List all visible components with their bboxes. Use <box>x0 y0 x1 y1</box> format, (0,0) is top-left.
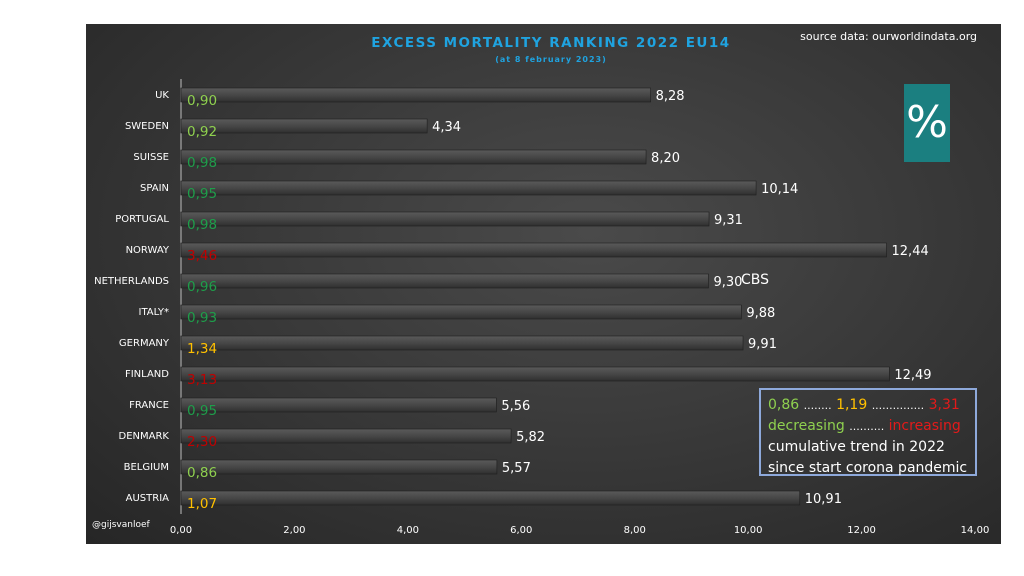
category-label: AUSTRIA <box>126 493 170 504</box>
x-tick-label: 6,00 <box>510 525 532 536</box>
category-label: FRANCE <box>129 400 169 411</box>
value-label: 9,88 <box>746 306 775 321</box>
trend-label: 0,96 <box>187 279 217 295</box>
bar <box>180 118 428 134</box>
trend-label: 2,30 <box>187 434 217 450</box>
bar <box>180 273 709 289</box>
legend-decreasing: decreasing <box>768 418 845 434</box>
value-label: 12,44 <box>892 244 929 259</box>
bar <box>180 366 890 382</box>
trend-label: 3,13 <box>187 372 217 388</box>
x-tick-label: 10,00 <box>734 525 763 536</box>
bar <box>180 180 757 196</box>
trend-legend: 0,86 ........ 1,19 ............... 3,31 … <box>759 388 977 476</box>
source-label: source data: ourworldindata.org <box>800 30 977 43</box>
x-tick-label: 0,00 <box>170 525 192 536</box>
trend-label: 0,98 <box>187 155 217 171</box>
x-tick-label: 8,00 <box>624 525 646 536</box>
chart-subtitle: (at 8 february 2023) <box>495 55 607 64</box>
x-tick-label: 12,00 <box>847 525 876 536</box>
legend-increasing: increasing <box>888 418 961 434</box>
value-label: 5,82 <box>516 430 545 445</box>
trend-label: 0,90 <box>187 93 217 109</box>
cbs-annotation: CBS <box>741 272 770 288</box>
x-tick-label: 14,00 <box>961 525 990 536</box>
bar <box>180 397 497 413</box>
bar <box>180 242 887 258</box>
bar <box>180 335 744 351</box>
chart-panel: UK 8,28 0,90 SWEDEN 4,34 0,92 SUISSE 8,20 0,98 SP… <box>86 24 1001 544</box>
value-label: 9,31 <box>714 213 743 228</box>
trend-label: 1,34 <box>187 341 217 357</box>
legend-high-value: 3,31 <box>928 397 960 413</box>
value-label: 10,91 <box>805 492 842 507</box>
value-label: 9,91 <box>748 337 777 352</box>
legend-dots: .......... <box>849 420 885 433</box>
bar <box>180 490 801 506</box>
legend-dots: ........ <box>803 399 832 412</box>
bar <box>180 459 498 475</box>
category-label: GERMANY <box>119 338 170 349</box>
category-label: PORTUGAL <box>115 214 169 225</box>
x-tick-label: 2,00 <box>283 525 305 536</box>
value-label: 4,34 <box>432 120 461 135</box>
category-label: DENMARK <box>119 431 170 442</box>
category-label: NORWAY <box>126 245 170 256</box>
trend-label: 0,93 <box>187 310 217 326</box>
trend-label: 0,92 <box>187 124 217 140</box>
value-label: 10,14 <box>761 182 798 197</box>
value-label: 8,20 <box>651 151 680 166</box>
value-label: 12,49 <box>894 368 931 383</box>
bar <box>180 87 651 103</box>
category-label: SWEDEN <box>125 121 169 132</box>
bar <box>180 428 512 444</box>
legend-dots: ............... <box>871 399 925 412</box>
bar <box>180 211 710 227</box>
category-label: SUISSE <box>133 152 169 163</box>
value-label: 9,30 <box>713 275 742 290</box>
trend-label: 0,95 <box>187 403 217 419</box>
chart-title: EXCESS MORTALITY RANKING 2022 EU14 <box>371 35 731 51</box>
trend-label: 0,86 <box>187 465 217 481</box>
legend-line-3: cumulative trend in 2022 <box>768 439 945 455</box>
value-label: 5,57 <box>502 461 531 476</box>
value-label: 8,28 <box>656 89 685 104</box>
legend-low-value: 0,86 <box>768 397 800 413</box>
legend-mid-value: 1,19 <box>836 397 868 413</box>
percent-icon: % <box>904 84 950 162</box>
category-label: NETHERLANDS <box>94 276 169 287</box>
value-label: 5,56 <box>501 399 530 414</box>
trend-label: 3,46 <box>187 248 217 264</box>
trend-label: 0,95 <box>187 186 217 202</box>
x-tick-label: 4,00 <box>397 525 419 536</box>
category-label: FINLAND <box>125 369 169 380</box>
category-label: ITALY* <box>139 307 169 318</box>
trend-label: 1,07 <box>187 496 217 512</box>
trend-label: 0,98 <box>187 217 217 233</box>
bar <box>180 304 742 320</box>
category-label: SPAIN <box>140 183 169 194</box>
bar-chart: UK 8,28 0,90 SWEDEN 4,34 0,92 SUISSE 8,20 0,98 SP… <box>94 79 990 536</box>
legend-line-4: since start corona pandemic <box>768 460 968 476</box>
author-watermark: @gijsvanloef <box>92 520 150 530</box>
category-label: BELGIUM <box>124 462 169 473</box>
category-label: UK <box>155 90 169 101</box>
bar <box>180 149 647 165</box>
